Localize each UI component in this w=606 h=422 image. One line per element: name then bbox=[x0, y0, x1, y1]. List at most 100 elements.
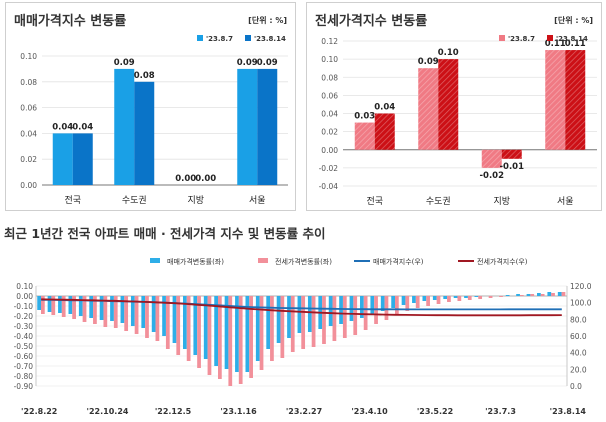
sale-rate-data-label: 0.00 bbox=[175, 174, 196, 184]
trend-rent-rate-bar bbox=[186, 296, 191, 361]
sale-rate-ytick-label: 0.10 bbox=[20, 52, 37, 61]
trend-left-tick-label: 0.00 bbox=[16, 292, 33, 301]
trend-rent-rate-bar bbox=[228, 296, 233, 386]
rent-rate-legend-swatch bbox=[499, 35, 505, 41]
trend-legend-label: 전세가격변동률(좌) bbox=[275, 257, 332, 266]
trend-sale-rate-bar bbox=[443, 296, 448, 299]
trend-legend-swatch bbox=[150, 258, 160, 263]
trend-rent-rate-bar bbox=[447, 296, 451, 302]
trend-rent-rate-bar bbox=[467, 296, 472, 300]
rent-rate-category-label: 지방 bbox=[493, 196, 510, 207]
trend-sale-rate-bar bbox=[339, 296, 343, 324]
trend-rent-rate-bar bbox=[259, 296, 264, 370]
trend-sale-rate-bar bbox=[297, 296, 302, 333]
trend-sale-rate-bar bbox=[120, 296, 125, 323]
trend-rent-rate-bar bbox=[301, 296, 306, 349]
trend-sale-rate-bar bbox=[151, 296, 156, 332]
rent-rate-unit-label: [단위 : %] bbox=[554, 16, 593, 25]
trend-sale-rate-bar bbox=[183, 296, 187, 349]
sale-rate-unit-label: [단위 : %] bbox=[248, 16, 287, 25]
trend-sale-rate-bar bbox=[224, 296, 229, 369]
rent-rate-bar bbox=[354, 122, 375, 150]
trend-rent-rate-bar bbox=[93, 296, 97, 324]
trend-rent-rate-bar bbox=[82, 296, 87, 322]
rent-rate-chart-panel: 전세가격지수 변동률 [단위 : %] -0.04 -0.02 0.00 0.02 0.… bbox=[306, 2, 602, 211]
trend-sale-rate-bar bbox=[526, 294, 531, 296]
trend-sale-rate-bar bbox=[380, 296, 385, 311]
sale-rate-chart-panel: 매매가격지수 변동률 [단위 : %] 0.00 0.02 0.04 0.06 0.08… bbox=[5, 2, 296, 211]
trend-rent-rate-bar bbox=[384, 296, 389, 320]
trend-rent-rate-bar bbox=[394, 296, 399, 314]
rent-rate-bar bbox=[374, 113, 395, 150]
trend-x-label: '23.1.16 bbox=[220, 407, 257, 416]
trend-sale-rate-bar bbox=[360, 296, 364, 318]
trend-left-tick-label: -0.10 bbox=[14, 302, 34, 311]
trend-right-tick-label: 20.0 bbox=[570, 365, 587, 374]
sale-rate-category-label: 지방 bbox=[187, 195, 204, 206]
trend-legend-label: 전세가격지수(우) bbox=[477, 257, 528, 266]
trend-right-tick-label: 120.0 bbox=[570, 282, 592, 291]
trend-rent-rate-bar bbox=[311, 296, 316, 347]
trend-left-tick-label: -0.40 bbox=[14, 332, 34, 341]
trend-rent-rate-bar bbox=[134, 296, 139, 334]
rent-rate-bar bbox=[501, 149, 522, 159]
trend-rent-rate-bar bbox=[165, 296, 170, 349]
sale-rate-ytick-label: 0.08 bbox=[20, 78, 37, 87]
trend-rent-rate-bar bbox=[61, 296, 66, 317]
trend-sale-rate-bar bbox=[557, 292, 562, 296]
rent-rate-data-label: -0.02 bbox=[480, 171, 505, 181]
sale-rate-category-label: 전국 bbox=[64, 195, 81, 206]
rent-rate-data-label: -0.01 bbox=[500, 162, 525, 172]
rent-rate-ytick-label: 0.04 bbox=[321, 110, 338, 119]
trend-sale-rate-bar bbox=[328, 296, 333, 326]
sale-rate-bar bbox=[114, 68, 135, 185]
trend-sale-rate-bar bbox=[276, 296, 281, 343]
sale-rate-data-label: 0.09 bbox=[257, 58, 278, 68]
rent-rate-ytick-label: 0.08 bbox=[321, 73, 338, 82]
trend-sale-rate-bar bbox=[47, 296, 52, 312]
trend-sale-rate-bar bbox=[110, 296, 114, 321]
trend-sale-rate-bar bbox=[130, 296, 135, 326]
rent-rate-ytick-label: 0.06 bbox=[321, 91, 338, 100]
trend-x-label: '23.5.22 bbox=[417, 407, 453, 416]
trend-rent-rate-bar bbox=[197, 296, 201, 368]
trend-sale-rate-bar bbox=[370, 296, 375, 315]
trend-right-tick-label: 40.0 bbox=[570, 349, 587, 358]
trend-rent-rate-bar bbox=[540, 294, 545, 296]
trend-sale-rate-bar bbox=[58, 296, 62, 313]
trend-left-tick-label: -0.50 bbox=[14, 342, 34, 351]
trend-chart-title: 최근 1년간 전국 아파트 매매 · 전세가격 지수 및 변동률 추이 bbox=[4, 226, 326, 241]
trend-rent-rate-bar bbox=[238, 296, 243, 384]
sale-rate-ytick-label: 0.04 bbox=[20, 129, 37, 138]
trend-sale-rate-bar bbox=[193, 296, 198, 355]
rent-rate-category-label: 서울 bbox=[557, 196, 574, 207]
trend-x-label: '22.8.22 bbox=[21, 407, 57, 416]
rent-rate-ytick-label: 0.00 bbox=[321, 146, 338, 155]
trend-rent-rate-bar bbox=[207, 296, 212, 375]
trend-rent-rate-bar bbox=[322, 296, 326, 344]
rent-rate-legend-label: '23.8.14 bbox=[556, 35, 588, 43]
trend-sale-rate-bar bbox=[464, 296, 468, 298]
trend-sale-rate-bar bbox=[162, 296, 166, 336]
trend-rent-rate-bar bbox=[426, 296, 430, 306]
trend-rent-rate-bar bbox=[353, 296, 358, 335]
trend-sale-rate-bar bbox=[214, 296, 218, 366]
rent-rate-chart: -0.04 -0.02 0.00 0.02 0.04 0.06 0.08 0.10 0.12 0.… bbox=[319, 35, 597, 207]
trend-rent-rate-bar bbox=[145, 296, 149, 338]
trend-rent-rate-bar bbox=[519, 295, 524, 296]
rent-rate-legend-label: '23.8.7 bbox=[508, 35, 535, 43]
trend-sale-rate-bar bbox=[474, 296, 479, 297]
trend-legend-swatch bbox=[258, 258, 268, 263]
trend-rent-rate-bar bbox=[436, 296, 441, 304]
trend-sale-rate-bar bbox=[412, 296, 416, 303]
trend-sale-rate-bar bbox=[78, 296, 83, 316]
sale-rate-bar bbox=[72, 133, 93, 185]
trend-sale-rate-bar bbox=[203, 296, 208, 359]
rent-rate-ytick-label: -0.04 bbox=[319, 182, 339, 191]
trend-sale-rate-bar bbox=[68, 296, 73, 314]
sale-rate-legend-label: '23.8.7 bbox=[206, 35, 233, 43]
trend-x-label: '22.12.5 bbox=[155, 407, 192, 416]
trend-rent-rate-bar bbox=[113, 296, 118, 328]
trend-sale-rate-bar bbox=[99, 296, 104, 320]
rent-rate-ytick-label: 0.12 bbox=[321, 37, 338, 46]
